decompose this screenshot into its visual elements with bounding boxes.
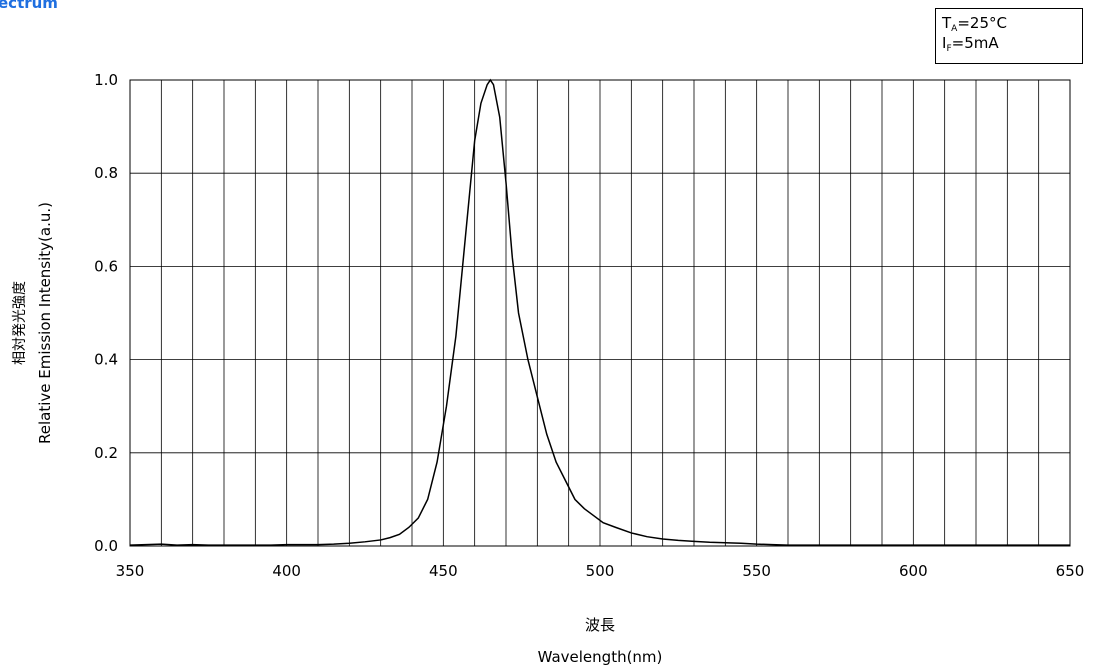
- test-conditions-box: TA=25°C IF=5mA: [935, 8, 1083, 64]
- ambient-temperature-condition: TA=25°C: [942, 15, 1082, 35]
- x-tick-label: 500: [586, 562, 615, 580]
- x-tick-label: 350: [116, 562, 145, 580]
- chart-title: ectrum: [0, 0, 58, 12]
- ta-value: =25°C: [957, 14, 1007, 32]
- y-tick-label: 0.0: [94, 537, 118, 555]
- plot-area-frame: [129, 79, 1071, 547]
- y-axis-label: Relative Emission Intensity(a.u.): [36, 202, 54, 444]
- x-tick-label: 600: [899, 562, 928, 580]
- y-tick-label: 0.6: [94, 257, 118, 275]
- y-axis-tick-labels: 0.0 0.2 0.4 0.6 0.8 1.0: [94, 71, 118, 555]
- x-axis-tick-labels: 350 400 450 500 550 600 650: [116, 562, 1085, 580]
- x-axis-label: Wavelength(nm): [538, 648, 663, 666]
- x-axis-label-japanese: 波長: [585, 616, 615, 634]
- y-tick-label: 0.4: [94, 351, 118, 369]
- y-tick-label: 0.2: [94, 444, 118, 462]
- x-tick-label: 650: [1056, 562, 1085, 580]
- if-symbol: I: [942, 34, 947, 52]
- x-tick-label: 550: [742, 562, 771, 580]
- ta-subscript: A: [951, 24, 958, 34]
- emission-spectrum-line: [129, 78, 1070, 546]
- ta-symbol: T: [942, 14, 952, 32]
- if-value: =5mA: [951, 34, 999, 52]
- forward-current-condition: IF=5mA: [942, 35, 1082, 55]
- if-subscript: F: [946, 44, 952, 54]
- grid-lines: [130, 80, 1070, 546]
- y-tick-label: 0.8: [94, 164, 118, 182]
- x-tick-label: 450: [429, 562, 458, 580]
- x-tick-label: 400: [272, 562, 301, 580]
- y-tick-label: 1.0: [94, 71, 118, 89]
- y-axis-label-japanese: 相対発光強度: [12, 281, 28, 365]
